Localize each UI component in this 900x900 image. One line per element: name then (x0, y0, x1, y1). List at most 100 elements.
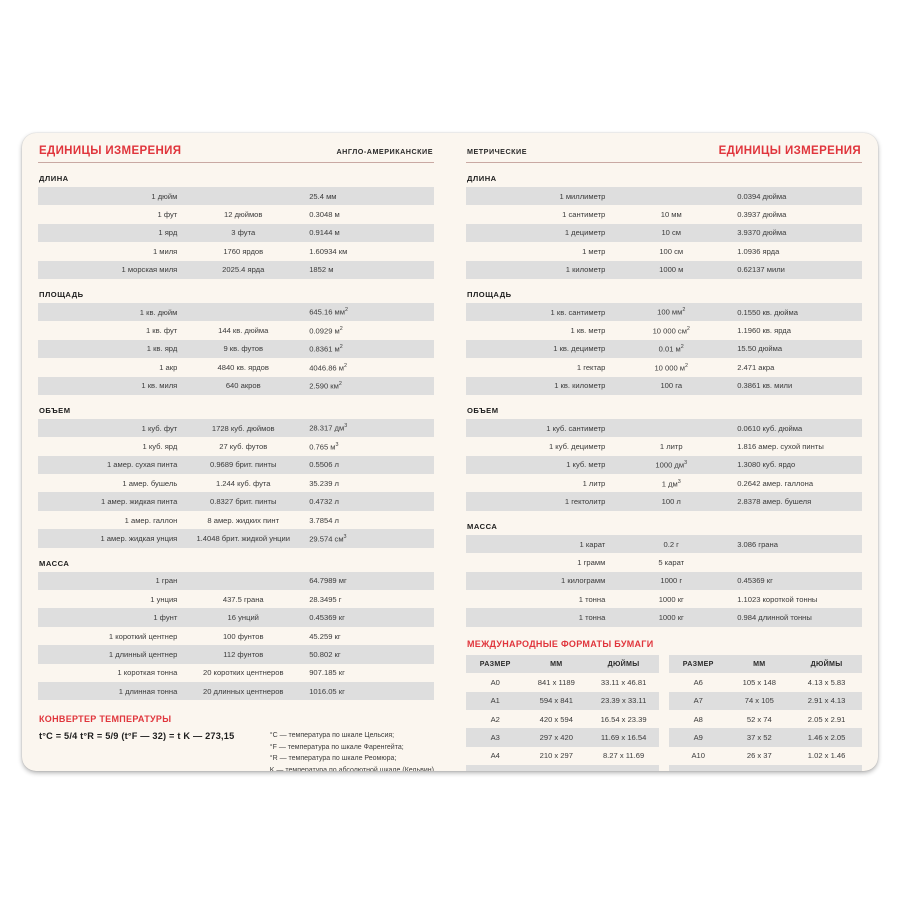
cell-3: 0.3048 м (309, 210, 340, 220)
cell-3: 0.3937 дюйма (737, 210, 787, 220)
cell-3: 28.3495 г (309, 594, 342, 604)
cell-1: 1 килограмм (561, 576, 606, 586)
cell-3: 50.802 кг (309, 649, 341, 659)
cell-3: 4046.86 м2 (309, 362, 347, 373)
table-row: 1 амер. сухая пинта 0.9689 брит. пинты 0.5… (38, 455, 434, 475)
paper-cell-2: 74 x 105 (744, 696, 774, 706)
table-row: 1 амер. бушель 1.244 куб. фута 35.239 л (38, 474, 434, 492)
table-row: 1 куб. фут 1728 куб. дюймов 28.317 дм3 (38, 418, 434, 438)
panel-anglo-american: ЕДИНИЦЫ ИЗМЕРЕНИЯ АНГЛО-АМЕРИКАНСКИЕ ДЛИ… (22, 133, 450, 771)
cell-1: 1 гектар (576, 362, 606, 372)
table-row: 1 кв. фут 144 кв. дюйма 0.0929 м2 (38, 321, 434, 339)
paper-cell-2: 105 x 148 (742, 677, 776, 687)
paper-cell-2: 210 x 297 (539, 751, 573, 761)
reference-card: ЕДИНИЦЫ ИЗМЕРЕНИЯ АНГЛО-АМЕРИКАНСКИЕ ДЛИ… (22, 133, 878, 771)
table-row: 1 тонна 1000 кг 1.1023 короткой тонны (466, 590, 862, 608)
cell-1: 1 амер. галлон (124, 515, 178, 525)
paper-cell-2: 26 x 37 (746, 751, 772, 761)
paper-row: A6 105 x 148 4.13 x 5.83 (669, 673, 862, 691)
cell-2: 27 куб. футов (219, 441, 268, 451)
cell-1: 1 короткий центнер (108, 631, 178, 641)
paper-cell-2: 52 x 74 (746, 714, 772, 724)
section-right-0: ДЛИНА 1 миллиметр 0.0394 дюйма 1 сантиметр 1… (466, 174, 862, 279)
cell-3: 15.50 дюйма (737, 344, 783, 354)
cell-1: 1 гектолитр (564, 497, 606, 507)
section-title: ПЛОЩАДЬ (39, 289, 84, 299)
cell-3: 907.185 кг (309, 668, 345, 678)
conversion-table: 1 карат 0.2 г 3.086 грана 1 грамм 5 карат 1 к… (466, 534, 862, 627)
cell-3: 0.0394 дюйма (737, 191, 787, 201)
table-row: 1 длинный центнер 112 фунтов 50.802 кг (38, 645, 434, 664)
table-row: 1 короткая тонна 20 коротких центнеров 907… (38, 664, 434, 682)
cell-3: 0.0929 м2 (309, 325, 343, 336)
cell-2 (183, 303, 303, 321)
table-row: 1 фунт 16 унций 0.45369 кг (38, 608, 434, 627)
cell-1: 1 фунт (153, 613, 178, 623)
table-row: 1 миля 1760 ярдов 1.60934 км (38, 242, 434, 260)
paper-row: A5148 x 2105.83 x 8.27 (466, 765, 659, 771)
cell-2: 1000 г (660, 576, 683, 586)
paper-cell-1: A0 (490, 677, 500, 687)
section-title: МАССА (467, 521, 498, 531)
cell-2: 144 кв. дюйма (218, 326, 269, 336)
cell-2: 8 амер. жидких пинт (207, 515, 280, 525)
cell-3: 0.62137 мили (737, 265, 785, 275)
cell-3: 1.3080 куб. ярдо (737, 460, 796, 470)
conversion-table: 1 кв. дюйм 645.16 мм2 1 кв. фут 144 кв. дюй… (38, 302, 434, 395)
cell-1: 1 грамм (577, 557, 606, 567)
table-row: 1 амер. жидкая унция 1.4048 брит. жидкой … (38, 529, 434, 548)
cell-2: 1.244 куб. фута (215, 478, 271, 488)
legend-line-0: °C — температура по шкале Цельсия; (269, 732, 395, 740)
paper-cell-1: A4 (490, 751, 500, 761)
cell-3: 645.16 мм2 (309, 307, 348, 317)
cell-3: 0.8361 м2 (309, 344, 343, 354)
left-brand-title: ЕДИНИЦЫ ИЗМЕРЕНИЯ (39, 145, 182, 157)
section-right-1: ПЛОЩАДЬ 1 кв. сантиметр 100 мм2 0.1550 кв. … (466, 290, 862, 395)
table-row: 1 кв. метр 10 000 см2 1.1960 кв. ярда (466, 321, 862, 339)
section-title: ДЛИНА (467, 174, 497, 183)
cell-2: 2025.4 ярда (222, 265, 265, 275)
cell-2: 0.2 г (663, 539, 679, 549)
cell-2 (183, 572, 303, 590)
cell-1: 1 фут (157, 210, 178, 220)
cell-1: 1 длинный центнер (108, 649, 178, 659)
cell-3 (731, 553, 862, 571)
conversion-table: 1 гран 64.7989 мг 1 унция 437.5 грана 28.349… (38, 571, 434, 701)
cell-3: 3.7854 л (309, 515, 339, 525)
cell-2: 1.4048 брит. жидкой унции (196, 533, 291, 543)
cell-2: 1000 кг (658, 594, 684, 604)
cell-1: 1 кв. миля (141, 381, 178, 391)
right-sections-container: ДЛИНА 1 миллиметр 0.0394 дюйма 1 сантиметр 1… (466, 174, 862, 627)
cell-1: 1 куб. ярд (142, 441, 178, 451)
paper-row: A4 210 x 297 8.27 x 11.69 (466, 747, 659, 765)
cell-1: 1 миля (152, 246, 178, 256)
paper-cell-3: 5.83 x 8.27 (588, 765, 659, 771)
cell-2: 1000 м (659, 265, 684, 275)
table-row: 1 куб. ярд 27 куб. футов 0.765 м3 (38, 437, 434, 455)
table-row: 1 фут 12 дюймов 0.3048 м (38, 205, 434, 223)
cell-1: 1 гран (155, 576, 178, 586)
paper-column-header: ММ (753, 660, 766, 668)
cell-3: 1016.05 кг (309, 686, 345, 696)
paper-cell-1: A10 (691, 751, 705, 761)
cell-2: 4840 кв. ярдов (217, 362, 269, 372)
cell-2 (183, 187, 303, 205)
cell-3: 2.8378 амер. бушеля (737, 497, 812, 507)
paper-cell-3: 2.91 x 4.13 (807, 696, 846, 706)
section-left-3: МАССА 1 гран 64.7989 мг 1 унция 437.5 грана 2… (38, 559, 434, 701)
section-title: МАССА (39, 558, 70, 568)
temperature-converter-body: t°C = 5/4 t°R = 5/9 (t°F — 32) = t K — 2… (38, 730, 434, 771)
table-row: 1 гран 64.7989 мг (38, 571, 434, 591)
cell-2: 1000 дм3 (655, 460, 688, 470)
legend-line-3: K — температура по абсолютной шкале (Кел… (269, 766, 434, 771)
table-row: 1 длинная тонна 20 длинных центнеров 1016.… (38, 681, 434, 701)
temperature-converter-title: КОНВЕРТЕР ТЕМПЕРАТУРЫ (39, 714, 172, 725)
cell-2: 10 000 см2 (652, 325, 690, 336)
paper-row: A0 841 x 1189 33.11 x 46.81 (466, 673, 659, 691)
cell-3: 1.60934 км (309, 246, 348, 256)
paper-table-a: РАЗМЕР ММ ДЮЙМЫ A0 841 x 1189 33.11 x 46.81 A1… (466, 654, 659, 771)
section-right-2: ОБЪЕМ 1 куб. сантиметр 0.0610 куб. дюйма 1 … (466, 406, 862, 511)
section-title: ПЛОЩАДЬ (467, 289, 512, 299)
table-row: 1 куб. метр 1000 дм3 1.3080 куб. ярдо (466, 455, 862, 475)
cell-1: 1 кв. метр (570, 326, 606, 336)
